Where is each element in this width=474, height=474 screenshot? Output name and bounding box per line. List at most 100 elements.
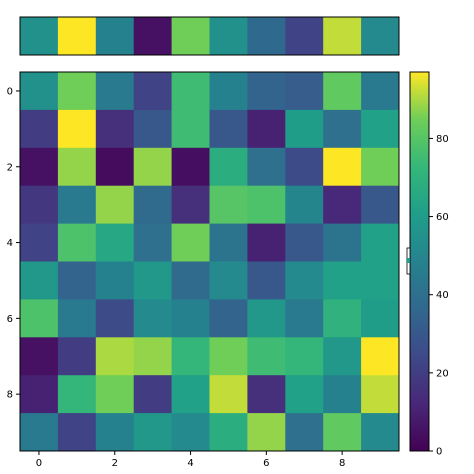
heatmap-cell <box>57 72 97 111</box>
heatmap-cell <box>133 375 173 414</box>
heatmap-cell <box>247 337 286 376</box>
heatmap-cell <box>171 109 210 149</box>
heatmap-cell <box>247 147 286 187</box>
heatmap-cell <box>361 72 400 111</box>
heatmap-cell <box>247 375 286 414</box>
heatmap-cell <box>171 375 210 414</box>
heatmap-cell <box>209 413 248 452</box>
strip-cell <box>171 17 210 55</box>
heatmap-cell <box>20 185 59 225</box>
heatmap-cell <box>285 413 324 452</box>
colorbar-handle-mark <box>407 258 410 263</box>
colorbar-tick-label: 40 <box>436 290 449 301</box>
heatmap-cell <box>95 413 135 452</box>
heatmap-cell <box>323 72 362 111</box>
y-tick-label: 6 <box>7 314 13 325</box>
heatmap-cell <box>361 185 400 225</box>
heatmap-cell <box>171 72 210 111</box>
heatmap-cell <box>209 147 248 187</box>
heatmap-cell <box>285 375 324 414</box>
heatmap-cell <box>171 337 210 376</box>
heatmap-cell <box>361 109 400 149</box>
heatmap-cell <box>323 375 362 414</box>
heatmap-cell <box>209 223 248 262</box>
heatmap-cell <box>323 109 362 149</box>
top-strip-frame <box>19 16 400 56</box>
heatmap-cell <box>95 223 135 262</box>
colorbar-tick-label: 80 <box>436 134 449 145</box>
heatmap-cell <box>57 147 97 187</box>
heatmap-cell <box>209 337 248 376</box>
heatmap-cell <box>247 299 286 338</box>
heatmap-cell <box>20 72 59 111</box>
strip-cell <box>95 17 135 55</box>
heatmap-cell <box>133 299 173 338</box>
heatmap-cell <box>171 261 210 300</box>
heatmap-cell <box>247 185 286 225</box>
heatmap-cell <box>57 185 97 225</box>
x-tick-label: 8 <box>339 458 345 469</box>
strip-cell <box>133 17 173 55</box>
heatmap-cell <box>20 223 59 262</box>
main-heatmap <box>20 72 400 452</box>
heatmap-cell <box>285 72 324 111</box>
heatmap-cell <box>361 413 400 452</box>
heatmap-cell <box>361 337 400 376</box>
heatmap-cell <box>285 109 324 149</box>
heatmap-cell <box>95 337 135 376</box>
heatmap-cell <box>285 223 324 262</box>
heatmap-cell <box>20 299 59 338</box>
heatmap-cell <box>323 337 362 376</box>
heatmap-cell <box>95 147 135 187</box>
heatmap-cell <box>133 261 173 300</box>
heatmap-cell <box>57 337 97 376</box>
heatmap-cell <box>285 185 324 225</box>
heatmap-cell <box>247 413 286 452</box>
heatmap-cell <box>361 375 400 414</box>
heatmap-cell <box>57 299 97 338</box>
heatmap-cell <box>247 72 286 111</box>
heatmap-cell <box>209 72 248 111</box>
heatmap-cell <box>361 147 400 187</box>
y-tick-label: 8 <box>7 390 13 401</box>
strip-cell <box>323 17 362 55</box>
heatmap-cell <box>209 261 248 300</box>
x-tick-label: 6 <box>263 458 269 469</box>
heatmap-cell <box>57 261 97 300</box>
colorbar-gradient <box>410 72 429 451</box>
strip-cell <box>361 17 400 55</box>
heatmap-cell <box>57 223 97 262</box>
heatmap-cell <box>285 147 324 187</box>
x-tick-label: 0 <box>36 458 42 469</box>
strip-cell <box>57 17 97 55</box>
heatmap-cell <box>133 72 173 111</box>
heatmap-cell <box>133 109 173 149</box>
heatmap-cell <box>20 337 59 376</box>
y-tick-label: 4 <box>7 238 13 249</box>
heatmap-cell <box>95 72 135 111</box>
heatmap-cell <box>133 185 173 225</box>
heatmap-cell <box>95 299 135 338</box>
heatmap-cell <box>209 185 248 225</box>
heatmap-cell <box>209 109 248 149</box>
x-tick-label: 4 <box>187 458 193 469</box>
heatmap-cell <box>285 261 324 300</box>
heatmap-cell <box>171 147 210 187</box>
colorbar-tick-label: 0 <box>436 447 442 458</box>
heatmap-cell <box>285 299 324 338</box>
main-heatmap-frame <box>19 71 400 452</box>
y-axis: 0 2 4 6 8 <box>7 86 20 401</box>
heatmap-cell <box>95 109 135 149</box>
heatmap-cell <box>323 299 362 338</box>
heatmap-cell <box>247 223 286 262</box>
heatmap-cell <box>323 185 362 225</box>
heatmap-cell <box>95 185 135 225</box>
y-tick-label: 0 <box>7 86 13 97</box>
heatmap-cell <box>361 299 400 338</box>
heatmap-cell <box>323 413 362 452</box>
heatmap-cell <box>361 223 400 262</box>
colorbar-axis: 0 20 40 60 80 <box>429 134 449 458</box>
heatmap-cell <box>285 337 324 376</box>
heatmap-cell <box>323 261 362 300</box>
